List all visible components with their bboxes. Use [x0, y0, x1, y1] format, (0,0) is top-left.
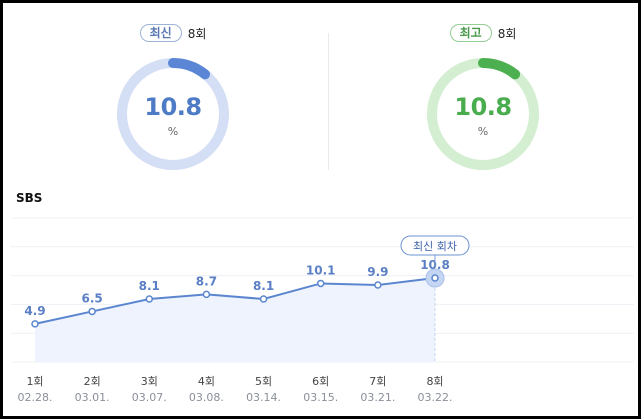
latest-donut-fill	[117, 58, 229, 170]
highest-unit: %	[477, 125, 489, 138]
x-date-label: 03.22.	[418, 391, 453, 404]
data-label: 8.7	[196, 274, 217, 288]
x-date-label: 02.28.	[18, 391, 53, 404]
highlight-callout-badge	[400, 235, 470, 256]
series-line	[34, 277, 436, 325]
data-point	[316, 279, 325, 288]
x-date-label: 03.21.	[360, 391, 395, 404]
x-tick-label: 2회	[84, 375, 101, 388]
x-tick-label: 8회	[426, 375, 443, 388]
highest-donut: 10.8 %	[426, 57, 540, 171]
data-label: 10.1	[306, 263, 336, 277]
data-point	[202, 290, 211, 299]
data-label: 9.9	[367, 265, 388, 279]
data-label: 4.9	[24, 304, 45, 318]
x-date-label: 03.07.	[132, 391, 167, 404]
x-tick-label: 4회	[198, 375, 215, 388]
series-area	[35, 278, 435, 362]
x-tick-label: 1회	[26, 375, 43, 388]
data-label: 8.1	[139, 279, 160, 293]
data-point	[145, 295, 154, 303]
highest-donut-graphic	[427, 58, 539, 170]
x-tick-label: 7회	[369, 375, 386, 388]
highest-badge: 최고	[449, 24, 492, 42]
data-point	[88, 307, 96, 316]
highest-rating-panel: 최고 8회 10.8 %	[383, 6, 583, 176]
latest-badge: 최신	[139, 24, 182, 42]
summary-section: 최신 8회 10.8 % 최고 8회	[6, 6, 641, 176]
data-point	[374, 281, 382, 289]
latest-donut-graphic	[117, 58, 229, 170]
data-point	[259, 295, 268, 303]
x-date-label: 03.15.	[303, 391, 338, 404]
x-date-label: 03.14.	[246, 391, 281, 404]
data-point	[31, 320, 39, 328]
latest-unit: %	[167, 125, 179, 138]
data-label: 6.5	[82, 291, 103, 305]
panel-divider	[328, 33, 329, 170]
chart-title: SBS	[16, 191, 43, 205]
x-tick-label: 5회	[255, 375, 272, 388]
data-label: 8.1	[253, 279, 274, 293]
highest-donut-fill	[427, 58, 539, 170]
x-tick-label: 6회	[312, 375, 329, 388]
highlight-callout-label: 최신 회차	[413, 240, 457, 253]
latest-episode: 8회	[187, 26, 207, 41]
highest-value: 10.8	[454, 93, 512, 121]
rating-trend-chart: 4.9 1회 02.28. 6.5 2회 03.01. 8.1 3회 03.07. 8.7 4회 03…	[11, 217, 634, 404]
x-tick-label: 3회	[141, 375, 158, 388]
latest-value: 10.8	[144, 93, 202, 121]
latest-header: 최신 8회	[73, 22, 273, 44]
data-point	[431, 274, 439, 282]
latest-rating-panel: 최신 8회 10.8 %	[73, 6, 273, 176]
x-date-label: 03.08.	[189, 391, 224, 404]
x-date-label: 03.01.	[75, 391, 110, 404]
highest-header: 최고 8회	[383, 22, 583, 44]
latest-donut: 10.8 %	[116, 57, 230, 171]
highest-episode: 8회	[497, 26, 517, 41]
